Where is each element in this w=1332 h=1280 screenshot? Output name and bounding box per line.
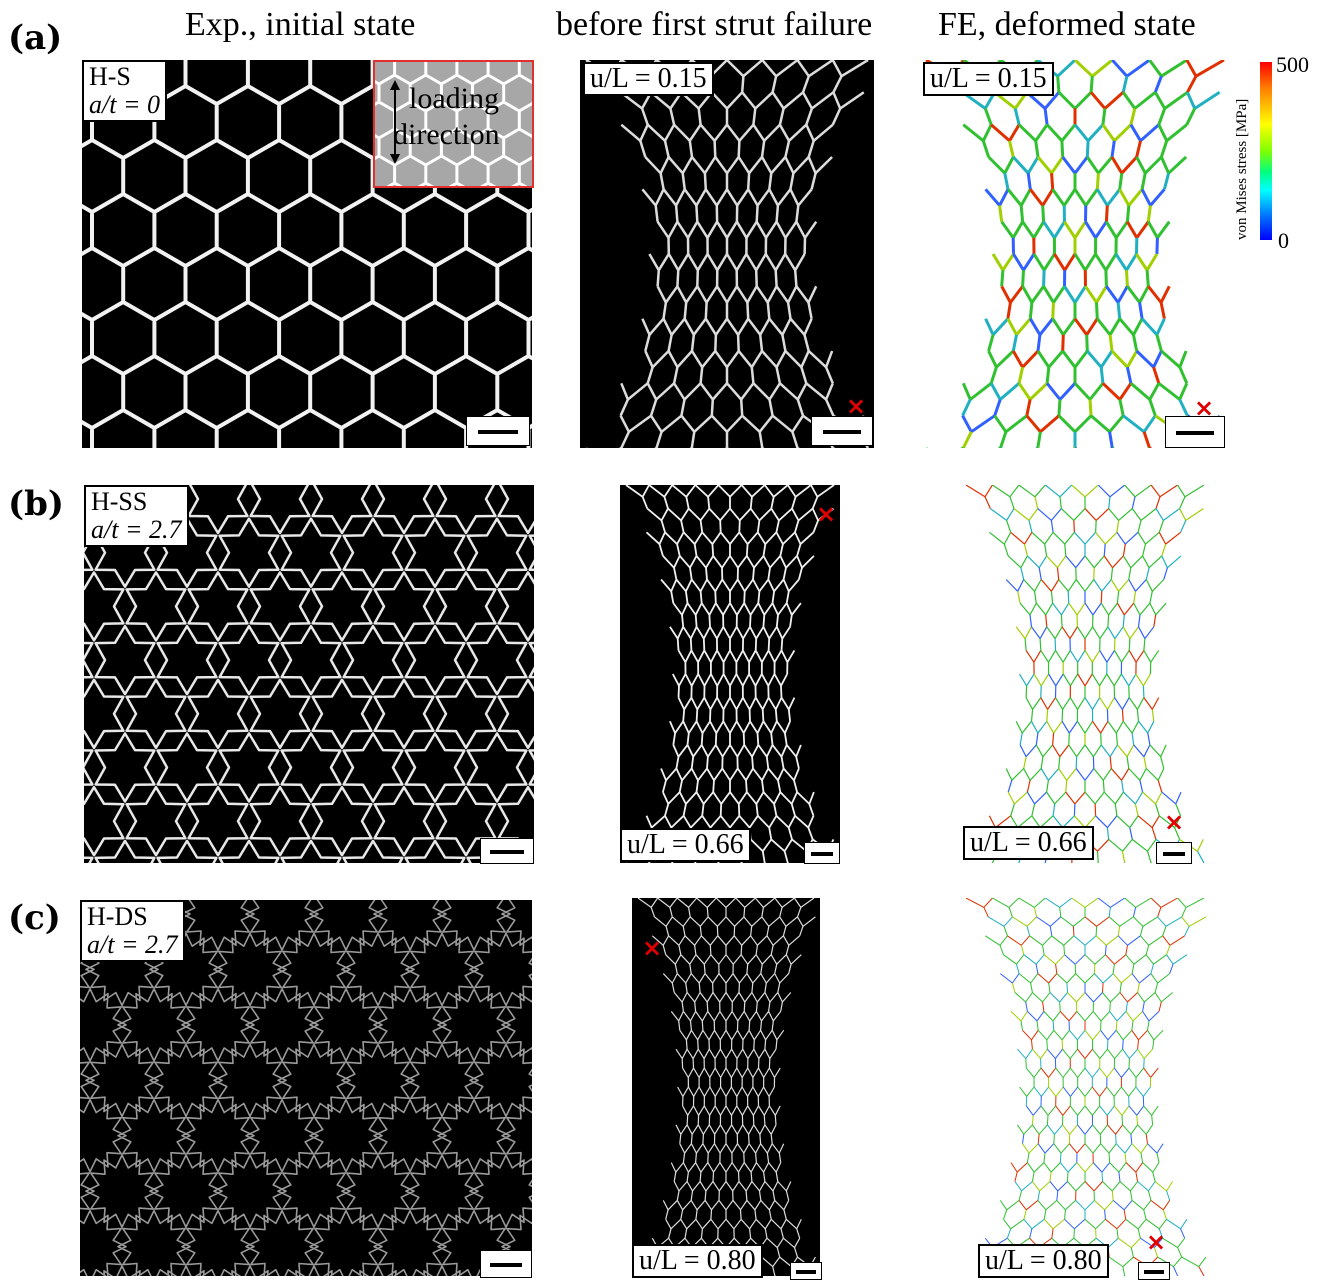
panel-c-exp-initial (80, 900, 532, 1276)
scale-bar (480, 1250, 532, 1278)
specimen-name: H-S (89, 62, 131, 91)
specimen-label-a: H-S a/t = 0 (82, 60, 167, 122)
failure-marker: × (846, 392, 867, 420)
fe-stress-lattice (965, 898, 1207, 1276)
specimen-name: H-SS (91, 487, 148, 516)
displacement-label-b-exp: u/L = 0.66 (620, 828, 751, 862)
displacement-label-c-exp: u/L = 0.80 (632, 1244, 763, 1278)
column-header-before-failure: before first strut failure (556, 6, 873, 43)
panel-c-exp-deformed (632, 898, 820, 1276)
row-label-c: (c) (8, 898, 61, 938)
panel-c-fe (960, 898, 1210, 1276)
panel-a-exp-deformed (580, 60, 874, 448)
specimen-ratio: a/t = 0 (89, 90, 160, 119)
scale-bar (1156, 842, 1192, 864)
colorbar-title: von Mises stress [MPa] (1234, 98, 1250, 240)
fe-stress-lattice (925, 60, 1226, 448)
displacement-label-b-fe: u/L = 0.66 (963, 826, 1094, 860)
scale-bar (811, 416, 873, 446)
inset-honeycomb (375, 62, 532, 186)
scale-bar (790, 1262, 822, 1280)
fe-stress-lattice (965, 485, 1205, 863)
specimen-name: H-DS (87, 902, 148, 931)
specimen-ratio: a/t = 2.7 (91, 515, 182, 544)
deformed-lattice (637, 898, 816, 1276)
displacement-label-a-fe: u/L = 0.15 (923, 62, 1054, 96)
inset-direction-text: direction (393, 118, 500, 151)
panel-b-exp-initial (84, 485, 534, 863)
failure-marker: × (816, 500, 837, 528)
inset-loading-text: loading (409, 82, 499, 115)
scale-bar (480, 838, 534, 864)
deformed-lattice (585, 60, 870, 448)
colorbar-min: 0 (1278, 228, 1289, 253)
specimen-label-c: H-DS a/t = 2.7 (80, 900, 185, 962)
deformed-lattice (625, 485, 835, 863)
column-header-exp-initial: Exp., initial state (185, 6, 416, 43)
displacement-label-c-fe: u/L = 0.80 (978, 1244, 1109, 1278)
specimen-ratio: a/t = 2.7 (87, 930, 178, 959)
failure-marker: × (1164, 808, 1185, 836)
row-label-a: (a) (8, 18, 63, 58)
column-header-fe-deformed: FE, deformed state (938, 6, 1196, 43)
loading-direction-inset: loading direction (373, 60, 534, 188)
colorbar-max: 500 (1276, 52, 1309, 77)
scale-bar (466, 416, 530, 446)
panel-b-fe (960, 485, 1210, 863)
scale-bar (804, 842, 840, 864)
row-label-b: (b) (8, 484, 64, 524)
stress-colorbar (1260, 62, 1272, 240)
failure-marker: × (642, 934, 663, 962)
double-arrow-icon (390, 80, 400, 164)
panel-b-exp-deformed (620, 485, 840, 863)
displacement-label-a-exp: u/L = 0.15 (583, 62, 714, 96)
failure-marker: × (1194, 394, 1215, 422)
panel-a-fe (920, 60, 1230, 448)
specimen-label-b: H-SS a/t = 2.7 (84, 485, 189, 547)
failure-marker: × (1146, 1228, 1167, 1256)
scale-bar (1138, 1262, 1170, 1280)
scale-bar (1165, 416, 1225, 448)
